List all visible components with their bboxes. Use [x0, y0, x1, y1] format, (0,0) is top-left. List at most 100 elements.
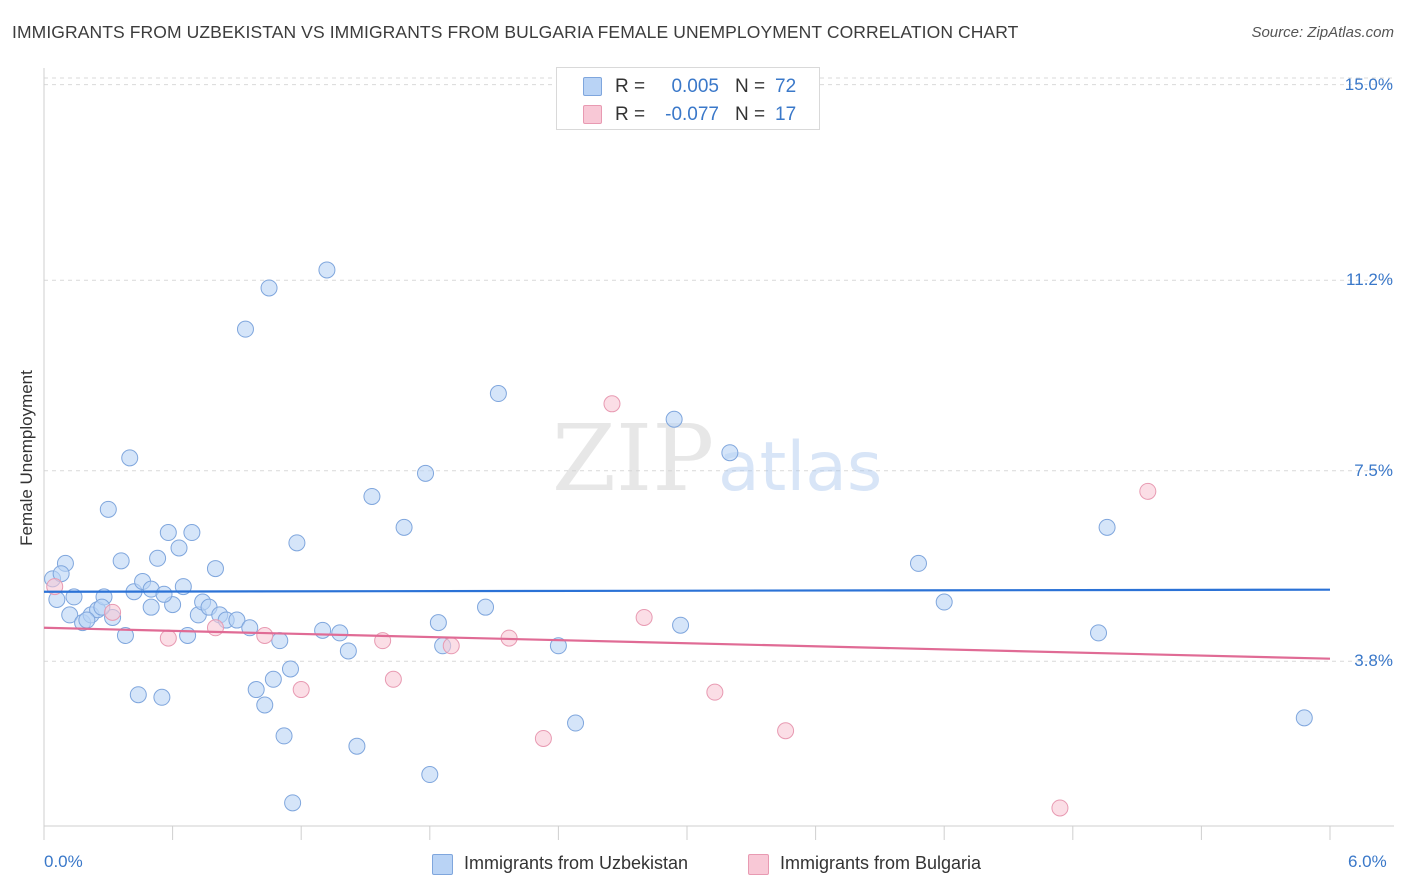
data-point	[112, 552, 130, 570]
data-point	[281, 660, 299, 678]
watermark-atlas: atlas	[718, 428, 882, 507]
correlation-stats-box: R = 0.005 N = 72 R = -0.077 N = 17	[556, 67, 820, 130]
y-tick-label: 7.5%	[1354, 460, 1393, 480]
data-point	[46, 578, 64, 596]
data-point	[247, 681, 265, 699]
watermark-zip: ZIP	[552, 405, 714, 512]
data-point	[442, 637, 460, 655]
data-point	[477, 598, 495, 616]
data-point	[256, 627, 274, 644]
data-point	[489, 385, 507, 403]
legend-label: Immigrants from Bulgaria	[780, 853, 982, 873]
data-point	[155, 585, 173, 603]
n-label: N =	[735, 76, 766, 97]
data-point	[665, 410, 683, 428]
data-point	[395, 518, 413, 536]
watermark: ZIP atlas	[552, 405, 882, 512]
data-point	[1139, 482, 1157, 500]
y-axis-label: Female Unemployment	[17, 370, 36, 546]
data-point	[384, 670, 402, 688]
data-point	[777, 722, 795, 740]
data-point	[264, 670, 282, 688]
data-point	[159, 629, 177, 647]
r-label: R =	[615, 76, 646, 97]
data-point	[153, 688, 171, 706]
x-tick-label-max: 6.0%	[1348, 852, 1387, 871]
trend-line-uzbekistan	[43, 588, 1331, 593]
data-point	[672, 616, 690, 634]
data-point	[206, 619, 224, 637]
data-point	[179, 627, 197, 644]
data-point	[421, 766, 439, 784]
data-point	[65, 588, 83, 606]
data-point	[348, 737, 366, 755]
x-tick-label-min: 0.0%	[44, 852, 83, 871]
data-point	[121, 449, 139, 467]
data-point	[260, 279, 278, 297]
data-point	[271, 632, 289, 650]
data-point	[534, 729, 552, 747]
data-point	[61, 606, 79, 624]
data-point	[116, 627, 134, 644]
n-label: N =	[735, 104, 766, 125]
trend-line-bulgaria	[43, 626, 1331, 660]
n-value: 72	[775, 76, 797, 97]
data-point	[417, 464, 435, 482]
y-tick-label: 15.0%	[1344, 74, 1393, 94]
series-uzbekistan-swatch	[583, 77, 602, 96]
data-point	[331, 624, 349, 642]
stats-row-bulgaria: R = -0.077 N = 17	[557, 101, 819, 129]
data-point	[129, 686, 147, 704]
data-point	[228, 611, 246, 629]
data-point	[292, 681, 310, 699]
grid-lines	[44, 77, 1394, 662]
data-point	[236, 320, 254, 338]
axes	[43, 68, 1394, 840]
data-point	[318, 261, 336, 279]
data-point	[183, 524, 201, 542]
data-point	[314, 621, 332, 639]
data-point	[99, 500, 117, 518]
legend-swatch-uzbekistan	[432, 854, 453, 875]
data-point	[1051, 799, 1069, 817]
data-point	[909, 554, 927, 572]
data-point	[159, 524, 177, 542]
r-label: R =	[615, 104, 646, 125]
series-uzbekistan-points	[44, 261, 1313, 812]
data-point	[339, 642, 357, 660]
data-point	[549, 637, 567, 655]
legend-label: Immigrants from Uzbekistan	[464, 853, 689, 873]
data-point	[284, 794, 302, 812]
data-point	[1090, 624, 1108, 642]
data-point	[721, 444, 739, 462]
data-point	[149, 549, 167, 567]
data-point	[256, 696, 274, 714]
data-point	[288, 534, 306, 552]
data-point	[567, 714, 585, 732]
chart-title: IMMIGRANTS FROM UZBEKISTAN VS IMMIGRANTS…	[12, 22, 1019, 42]
r-value: -0.077	[665, 104, 719, 125]
data-point	[1098, 518, 1116, 536]
data-point	[429, 614, 447, 632]
data-point	[635, 608, 653, 626]
legend: Immigrants from Uzbekistan Immigrants fr…	[0, 852, 1406, 878]
trend-lines	[43, 588, 1331, 660]
stats-row-uzbekistan: R = 0.005 N = 72	[557, 73, 819, 101]
data-point	[142, 598, 160, 616]
series-bulgaria-swatch	[583, 105, 602, 124]
data-point	[706, 683, 724, 701]
data-point	[170, 539, 188, 557]
data-point	[78, 611, 96, 629]
n-value: 17	[775, 104, 797, 125]
data-point	[206, 560, 224, 578]
data-point	[603, 395, 621, 413]
data-point	[104, 603, 122, 621]
data-point	[935, 593, 953, 611]
data-point	[363, 487, 381, 505]
data-point	[275, 727, 293, 745]
r-value: 0.005	[671, 76, 719, 97]
y-tick-label: 3.8%	[1354, 651, 1393, 671]
y-tick-label: 11.2%	[1346, 270, 1393, 290]
source-label: Source: ZipAtlas.com	[1251, 24, 1394, 41]
